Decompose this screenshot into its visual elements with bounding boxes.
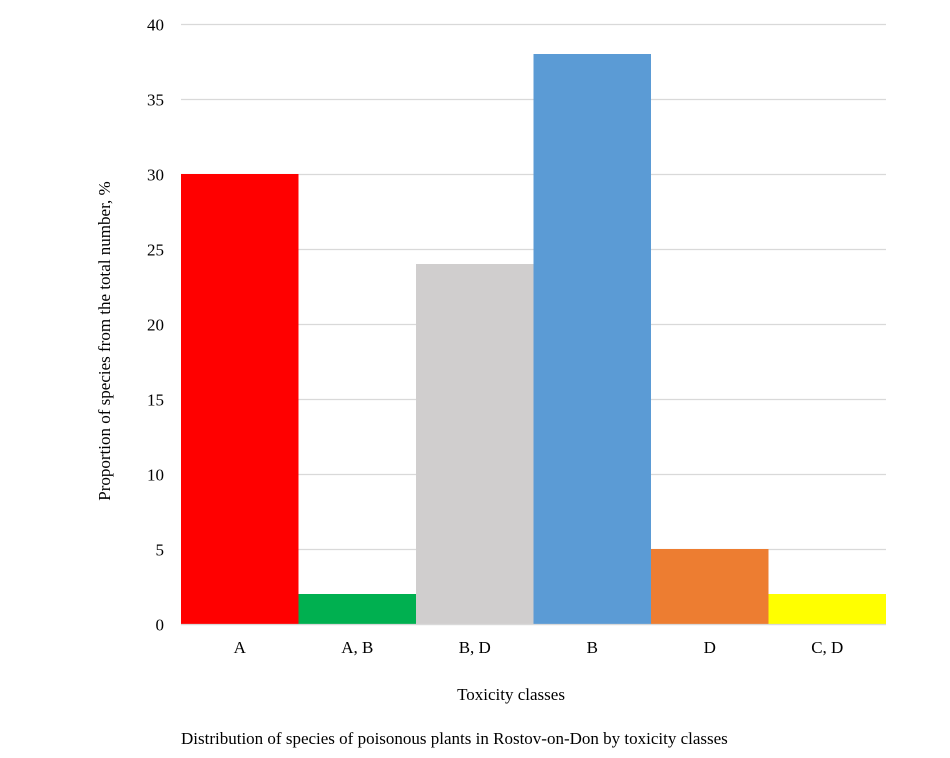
x-tick-label: B, D (459, 638, 491, 657)
x-axis-ticks: A A, B B, D B D C, D (234, 638, 844, 657)
y-tick-label: 5 (156, 541, 165, 560)
bar-a-b (298, 594, 416, 624)
x-tick-label: B (587, 638, 598, 657)
bar-d (651, 549, 769, 624)
x-tick-label: A (234, 638, 247, 657)
y-tick-label: 35 (147, 91, 164, 110)
y-axis-ticks: 0 5 10 15 20 25 30 35 40 (147, 16, 164, 635)
y-tick-label: 15 (147, 391, 164, 410)
bar-c-d (768, 594, 886, 624)
figure-caption: Distribution of species of poisonous pla… (181, 729, 728, 748)
bar-b (533, 54, 651, 624)
y-tick-label: 20 (147, 316, 164, 335)
y-tick-label: 40 (147, 16, 164, 35)
bars (181, 54, 886, 626)
x-tick-label: D (704, 638, 716, 657)
y-tick-label: 30 (147, 166, 164, 185)
bar-a (181, 174, 299, 624)
y-tick-label: 25 (147, 241, 164, 260)
x-axis-title: Toxicity classes (457, 685, 565, 704)
y-axis-title: Proportion of species from the total num… (95, 181, 114, 500)
x-tick-label: A, B (341, 638, 373, 657)
bar-b-d (416, 264, 534, 624)
y-tick-label: 10 (147, 466, 164, 485)
y-tick-label: 0 (156, 616, 165, 635)
x-tick-label: C, D (811, 638, 843, 657)
